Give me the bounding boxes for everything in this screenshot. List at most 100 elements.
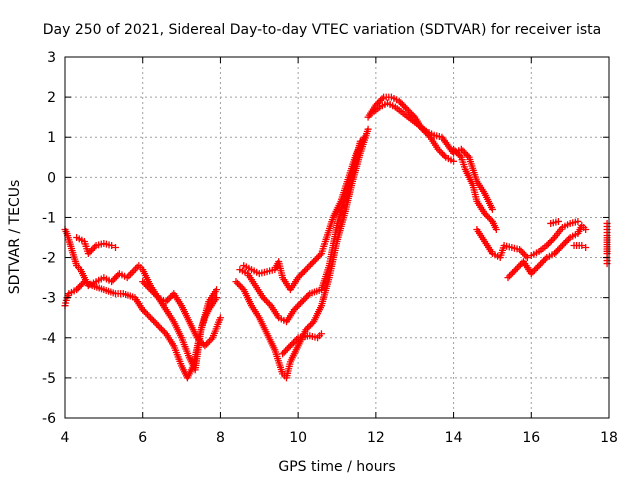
data-point [84,250,92,258]
data-point-fill [142,309,150,317]
data-point-fill [540,257,548,265]
data-point-fill [513,264,521,272]
data-point-fill [516,261,524,269]
data-point-fill [76,282,84,290]
data-point [488,205,496,213]
data-point-fill [541,255,549,263]
series-track-l [527,217,590,260]
data-point-fill [125,272,133,280]
series-track-m [603,219,611,268]
y-tick-label: -2 [42,251,56,267]
x-tick-label: 12 [367,430,385,446]
data-point-fill [237,282,245,290]
data-point-fill [404,107,412,115]
data-point-fill [507,270,515,278]
data-point-fill [165,294,173,302]
data-point-fill [87,246,95,254]
data-points [61,93,611,382]
data-point [481,209,489,217]
data-point-fill [143,311,151,319]
data-point-fill [148,287,156,295]
data-point-fill [398,100,406,108]
data-point-fill [547,237,555,245]
data-point-fill [485,214,493,222]
data-point [457,145,465,153]
data-point [512,266,520,274]
data-point-fill [235,281,243,289]
data-point-fill [206,337,214,345]
data-point-fill [519,249,527,257]
data-point [112,244,120,252]
data-point-fill [150,317,158,325]
data-point-fill [295,301,303,309]
data-point-fill [308,319,316,327]
data-point-fill [164,296,172,304]
data-point-fill [74,284,82,292]
data-point-fill [111,274,119,282]
y-tick-label: -6 [42,411,56,427]
data-point-fill [401,104,409,112]
data-point [504,274,512,282]
data-point [403,105,411,113]
data-point-fill [307,261,315,269]
data-point-fill [561,238,569,246]
data-point-fill [560,240,568,248]
data-point [558,242,566,250]
x-axis-label: GPS time / hours [278,459,395,475]
data-point-fill [91,243,99,251]
x-tick-label: 4 [61,430,70,446]
data-point-fill [282,347,290,355]
data-point [193,334,201,342]
data-point-fill [153,320,161,328]
data-point-fill [437,148,445,156]
data-point [450,145,458,153]
y-tick-label: -4 [42,331,56,347]
y-tick-label: 0 [47,170,56,186]
data-point-fill [128,268,136,276]
data-point-fill [510,267,518,275]
plot-frame [64,56,610,419]
x-tick-label: 10 [289,430,307,446]
data-point-fill [238,284,246,292]
data-point-fill [296,299,304,307]
data-point-fill [538,258,546,266]
data-point [213,286,221,294]
data-point-fill [140,279,148,287]
data-point [492,225,500,233]
data-point-fill [157,325,165,333]
data-point-fill [234,279,242,287]
y-tick-label: 3 [47,50,56,66]
data-point-fill [517,247,525,255]
data-point-fill [307,321,315,329]
data-point-fill [313,254,321,262]
data-point-fill [316,251,324,259]
data-point-fill [195,335,203,343]
data-point-fill [112,273,120,281]
data-point-fill [552,248,560,256]
data-point-fill [400,102,408,110]
data-point [434,145,442,153]
data-point-fill [151,290,159,298]
data-point-fill [160,328,168,336]
data-point [73,286,81,294]
data-point-fill [460,148,468,156]
data-point-fill [207,335,215,343]
series-track-b [61,278,221,382]
data-point-fill [145,312,153,320]
data-point [213,294,221,302]
series-track-h [364,93,458,165]
data-point [298,298,306,306]
data-point [523,254,531,262]
data-point-fill [303,264,311,272]
data-point-fill [291,337,299,345]
data-point [279,350,287,358]
data-point-fill [280,348,288,356]
data-point-fill [299,269,307,277]
data-point-fill [150,289,158,297]
series-track-i [368,99,496,213]
data-point [139,306,147,314]
data-point-fill [293,302,301,310]
data-point [582,225,590,233]
series-track-j [450,145,531,262]
data-point-fill [264,298,272,306]
